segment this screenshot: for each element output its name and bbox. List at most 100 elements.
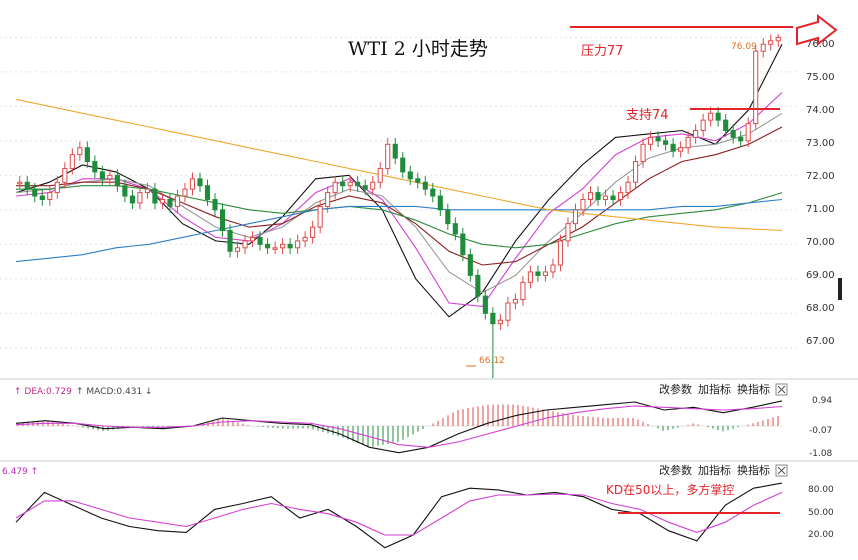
candle-body — [197, 178, 203, 187]
candle-body — [182, 188, 188, 197]
ma-line-darkred — [16, 126, 783, 266]
candle-body — [738, 136, 744, 142]
candle-body — [437, 195, 443, 211]
candle-body — [174, 195, 181, 207]
candle-body — [24, 181, 30, 190]
candle-body — [542, 271, 549, 276]
candle-body — [47, 192, 53, 201]
candle-body — [370, 181, 376, 190]
kd-legend: 6.479 ↑ — [2, 467, 38, 477]
ma-line-green — [16, 185, 783, 249]
k-line — [15, 482, 783, 549]
resistance-label: 压力77 — [581, 44, 624, 59]
candle-body — [39, 195, 45, 201]
candle-body — [99, 171, 105, 180]
candle-body — [377, 167, 383, 183]
candle-body — [287, 243, 293, 249]
add-indicator-button[interactable]: 加指标 — [698, 382, 731, 396]
candle-body — [557, 240, 564, 266]
candle-body — [32, 188, 38, 197]
candle-body — [392, 143, 398, 159]
candle-body — [505, 302, 511, 321]
switch-indicator-button[interactable]: 换指标 — [737, 463, 770, 477]
candle-body — [249, 236, 256, 242]
candle-body — [92, 161, 98, 173]
candle-body — [587, 192, 594, 201]
candle-body — [663, 140, 669, 145]
dea-line — [15, 405, 783, 448]
candle-body — [280, 243, 286, 249]
candle-body — [535, 271, 541, 276]
scroll-handle[interactable] — [838, 278, 842, 300]
modify-params-button[interactable]: 改参数 — [659, 463, 692, 477]
candle-body — [355, 181, 361, 187]
candle-body — [152, 188, 158, 204]
close-panel-icon[interactable] — [775, 383, 788, 396]
arrow-up-right-icon — [796, 13, 838, 47]
candle-body — [775, 36, 781, 42]
candle-body — [347, 181, 353, 187]
moving-averages — [15, 44, 783, 318]
macd-tick: -0.07 — [809, 426, 832, 436]
modify-params-button[interactable]: 改参数 — [659, 382, 692, 396]
candle-body — [415, 178, 421, 183]
candle-body — [572, 209, 579, 225]
macd-tick: -1.08 — [809, 449, 833, 459]
candle-body — [189, 178, 196, 190]
candle-body — [295, 240, 301, 249]
close-panel-icon[interactable] — [775, 464, 788, 477]
macd-tick: 0.94 — [812, 396, 832, 406]
support-label: 支持74 — [626, 108, 669, 123]
candle-body — [678, 147, 684, 152]
price-tick: 70.00 — [806, 237, 835, 248]
candle-body — [385, 143, 391, 169]
candle-body — [655, 136, 661, 142]
candle-body — [400, 157, 406, 173]
candle-body — [272, 247, 278, 250]
candle-body — [332, 181, 338, 194]
candle-body — [490, 312, 496, 325]
candle-body — [482, 295, 488, 314]
candle-body — [219, 209, 226, 232]
candle-body — [452, 223, 458, 235]
candle-body — [550, 264, 556, 273]
candle-body — [700, 119, 706, 132]
ma-line-blue — [15, 198, 783, 263]
candle-body — [467, 254, 473, 276]
candle-body — [640, 143, 646, 163]
price-tick: 73.00 — [806, 138, 835, 149]
macd-legend: ↑ MACD:0.431 ↓ — [76, 387, 153, 397]
candle-body — [715, 112, 721, 121]
candle-body — [693, 130, 699, 138]
candle-body — [114, 174, 120, 187]
candle-body — [167, 199, 173, 207]
candle-body — [204, 185, 211, 200]
candle-body — [648, 136, 654, 145]
candle-body — [77, 147, 83, 156]
candle-body — [723, 119, 729, 132]
d-line — [15, 491, 783, 536]
candle-body — [430, 188, 436, 197]
candle-body — [520, 281, 526, 301]
switch-indicator-button[interactable]: 换指标 — [737, 382, 770, 396]
ma-line-magenta — [15, 92, 783, 307]
candle-body — [257, 236, 263, 245]
candle-body — [137, 192, 143, 204]
candle-body — [54, 181, 60, 194]
add-indicator-button[interactable]: 加指标 — [698, 463, 731, 477]
candle-body — [527, 271, 533, 283]
candle-body — [84, 147, 90, 163]
macd-indicator — [15, 400, 783, 454]
candle-body — [107, 174, 113, 180]
candle-body — [610, 195, 616, 201]
candle-body — [302, 236, 308, 242]
candle-body — [144, 188, 150, 194]
candle-body — [685, 136, 691, 149]
price-tick: 71.00 — [806, 204, 835, 215]
candle-body — [760, 43, 766, 52]
chart-title: WTI 2 小时走势 — [348, 38, 488, 60]
candle-body — [212, 199, 218, 211]
candles — [17, 34, 781, 379]
low-price-label: 66.12 — [479, 356, 505, 366]
